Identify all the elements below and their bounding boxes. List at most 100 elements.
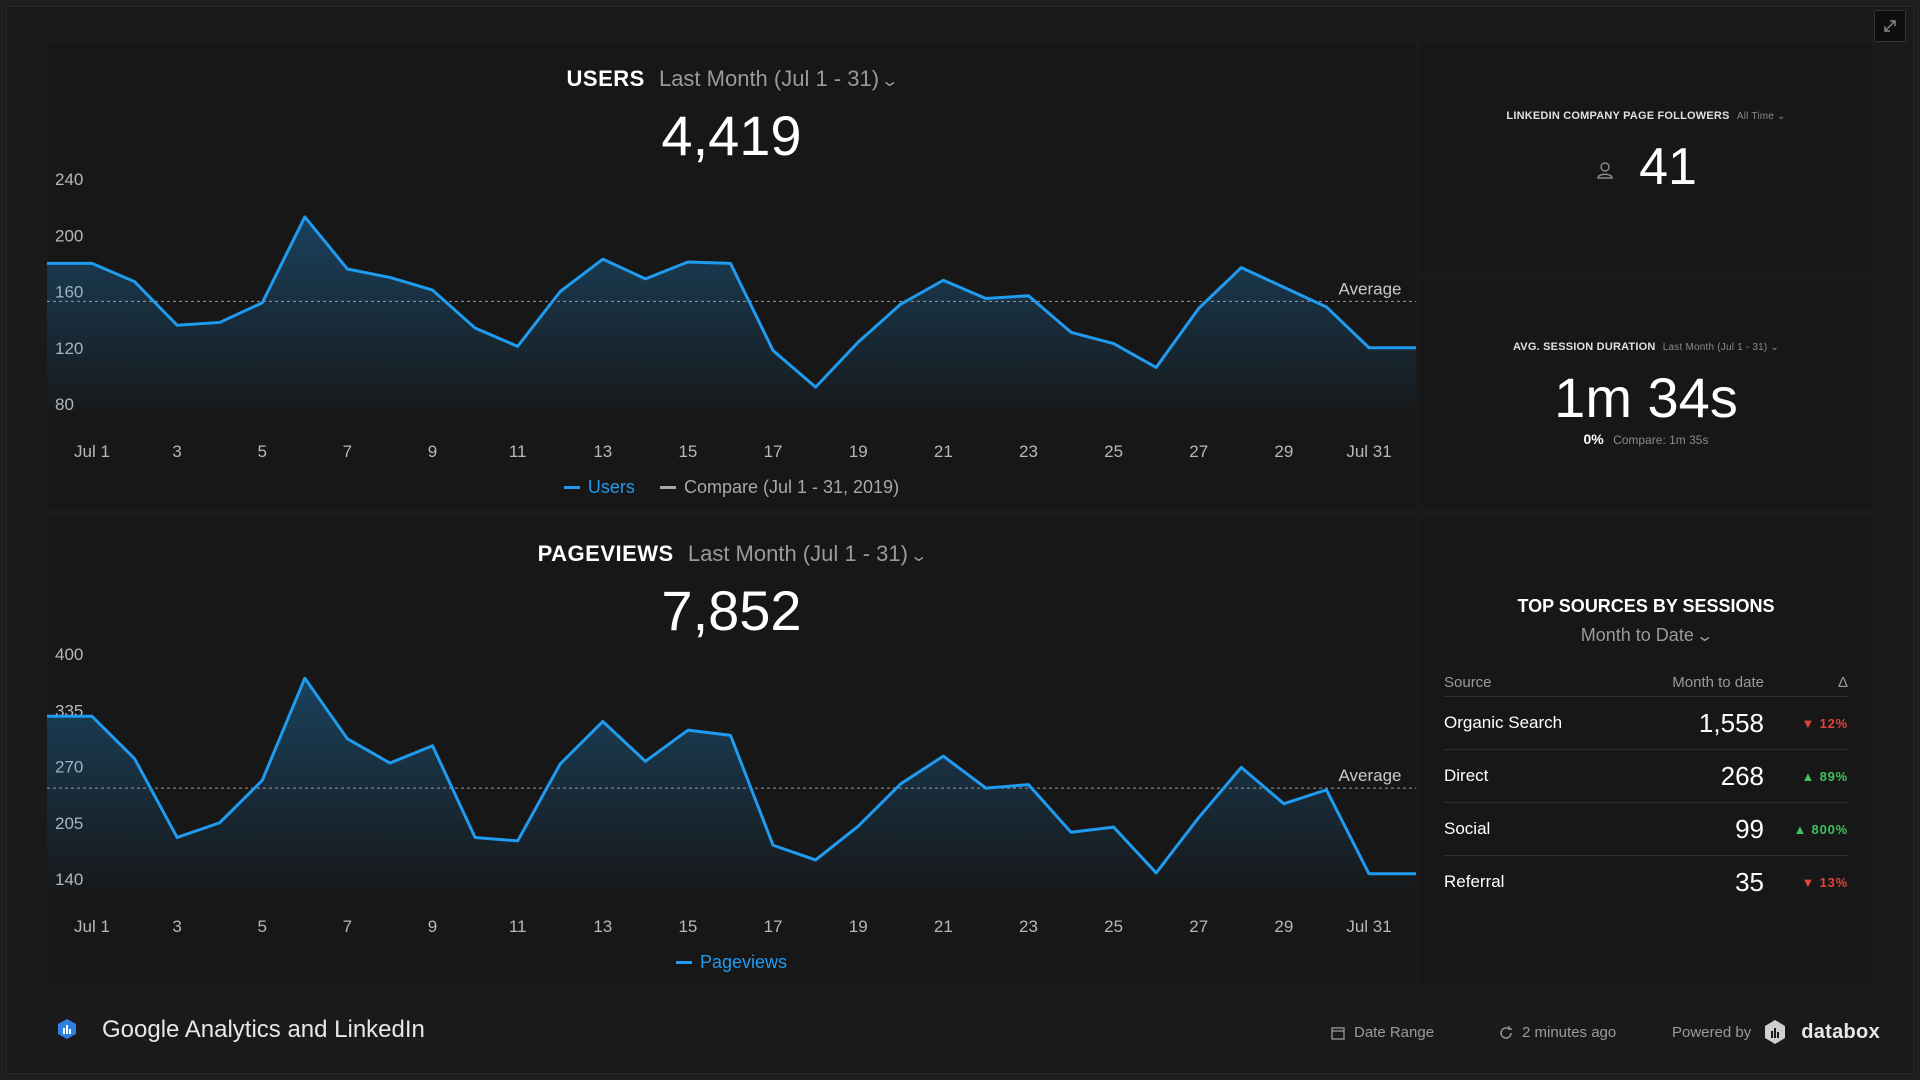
data-point[interactable] bbox=[301, 213, 309, 221]
session-range-dropdown[interactable]: Last Month (Jul 1 - 31) ⌄ bbox=[1662, 342, 1779, 353]
data-point[interactable] bbox=[1152, 869, 1160, 877]
users-range-dropdown[interactable]: Last Month (Jul 1 - 31)⌄ bbox=[658, 66, 899, 91]
data-point[interactable] bbox=[684, 726, 692, 734]
x-tick-label: 11 bbox=[509, 442, 527, 461]
data-point[interactable] bbox=[1110, 340, 1118, 348]
data-point[interactable] bbox=[599, 718, 607, 726]
data-point[interactable] bbox=[258, 776, 266, 784]
legend-item-pageviews[interactable]: Pageviews bbox=[675, 952, 787, 973]
data-point[interactable] bbox=[939, 276, 947, 284]
session-title: AVG. SESSION DURATION bbox=[1512, 341, 1656, 353]
data-point[interactable] bbox=[131, 278, 139, 286]
legend-item-users[interactable]: Users bbox=[563, 477, 635, 498]
data-point[interactable] bbox=[88, 712, 96, 720]
linkedin-range-dropdown[interactable]: All Time ⌄ bbox=[1736, 111, 1786, 122]
data-point[interactable] bbox=[854, 338, 862, 346]
x-tick-label: 19 bbox=[849, 442, 868, 461]
data-point[interactable] bbox=[727, 259, 735, 267]
session-header: AVG. SESSION DURATION Last Month (Jul 1 … bbox=[1420, 341, 1872, 353]
data-point[interactable] bbox=[216, 819, 224, 827]
refresh-status[interactable]: 2 minutes ago bbox=[1498, 1024, 1616, 1041]
data-point[interactable] bbox=[216, 318, 224, 326]
pageviews-range-dropdown[interactable]: Last Month (Jul 1 - 31)⌄ bbox=[688, 541, 928, 566]
data-point[interactable] bbox=[88, 259, 96, 267]
data-point[interactable] bbox=[599, 255, 607, 263]
y-tick-label: 400 bbox=[55, 645, 83, 664]
data-point[interactable] bbox=[429, 742, 437, 750]
data-point[interactable] bbox=[301, 674, 309, 682]
pageviews-legend: Pageviews bbox=[47, 948, 1416, 973]
average-label: Average bbox=[1338, 279, 1401, 298]
data-point[interactable] bbox=[812, 383, 820, 391]
data-point[interactable] bbox=[514, 837, 522, 845]
data-point[interactable] bbox=[1024, 781, 1032, 789]
data-point[interactable] bbox=[386, 759, 394, 767]
date-range-button[interactable]: Date Range bbox=[1330, 1024, 1434, 1041]
x-tick-label: 29 bbox=[1274, 917, 1293, 936]
data-point[interactable] bbox=[1322, 786, 1330, 794]
x-tick-label: 15 bbox=[678, 442, 697, 461]
top-sources-widget[interactable]: TOP SOURCES BY SESSIONS Month to Date⌄ S… bbox=[1420, 518, 1872, 983]
data-point[interactable] bbox=[386, 273, 394, 281]
data-point[interactable] bbox=[556, 760, 564, 768]
legend-item-compare[interactable]: Compare (Jul 1 - 31, 2019) bbox=[659, 477, 899, 498]
data-point[interactable] bbox=[727, 731, 735, 739]
data-point[interactable] bbox=[812, 856, 820, 864]
data-point[interactable] bbox=[769, 841, 777, 849]
x-tick-label: 7 bbox=[343, 917, 352, 936]
data-point[interactable] bbox=[131, 755, 139, 763]
data-point[interactable] bbox=[897, 300, 905, 308]
users-widget[interactable]: USERS Last Month (Jul 1 - 31)⌄ 4,419 240… bbox=[47, 43, 1416, 508]
data-point[interactable] bbox=[173, 833, 181, 841]
powered-by[interactable]: Powered by databox bbox=[1672, 1019, 1880, 1045]
data-point[interactable] bbox=[1024, 292, 1032, 300]
data-point[interactable] bbox=[641, 275, 649, 283]
session-value: 1m 34s bbox=[1554, 366, 1738, 429]
data-point[interactable] bbox=[684, 258, 692, 266]
data-point[interactable] bbox=[854, 822, 862, 830]
data-point[interactable] bbox=[1152, 363, 1160, 371]
row-value: 35 bbox=[1735, 866, 1764, 897]
data-point[interactable] bbox=[769, 347, 777, 355]
sources-range-dropdown[interactable]: Month to Date⌄ bbox=[1420, 625, 1872, 646]
powered-by-label: Powered by bbox=[1672, 1023, 1752, 1041]
data-point[interactable] bbox=[1365, 870, 1373, 878]
data-point[interactable] bbox=[343, 735, 351, 743]
data-point[interactable] bbox=[173, 321, 181, 329]
x-tick-label: 27 bbox=[1189, 442, 1208, 461]
table-row: Social 99 ▲ 800% bbox=[1444, 803, 1848, 856]
data-point[interactable] bbox=[1237, 763, 1245, 771]
data-point[interactable] bbox=[429, 286, 437, 294]
data-point[interactable] bbox=[1280, 283, 1288, 291]
x-tick-label: Jul 31 bbox=[1346, 442, 1391, 461]
data-point[interactable] bbox=[471, 833, 479, 841]
data-point[interactable] bbox=[1195, 814, 1203, 822]
data-point[interactable] bbox=[556, 288, 564, 296]
users-chart: 24020016012080AverageJul 135791113151719… bbox=[47, 170, 1416, 461]
data-point[interactable] bbox=[343, 265, 351, 273]
avg-session-widget[interactable]: AVG. SESSION DURATION Last Month (Jul 1 … bbox=[1420, 281, 1872, 508]
data-point[interactable] bbox=[1110, 823, 1118, 831]
linkedin-followers-widget[interactable]: LINKEDIN COMPANY PAGE FOLLOWERS All Time… bbox=[1420, 43, 1872, 271]
data-point[interactable] bbox=[1067, 328, 1075, 336]
data-point[interactable] bbox=[471, 324, 479, 332]
data-point[interactable] bbox=[258, 299, 266, 307]
data-point[interactable] bbox=[1067, 828, 1075, 836]
fullscreen-button[interactable] bbox=[1874, 10, 1906, 42]
x-tick-label: 13 bbox=[593, 442, 612, 461]
pageviews-widget[interactable]: PAGEVIEWS Last Month (Jul 1 - 31)⌄ 7,852… bbox=[47, 518, 1416, 983]
data-point[interactable] bbox=[1195, 304, 1203, 312]
data-point[interactable] bbox=[982, 295, 990, 303]
data-point[interactable] bbox=[897, 780, 905, 788]
data-point[interactable] bbox=[1237, 264, 1245, 272]
data-point[interactable] bbox=[939, 752, 947, 760]
data-point[interactable] bbox=[641, 757, 649, 765]
users-range-label: Last Month (Jul 1 - 31) bbox=[658, 66, 880, 91]
data-point[interactable] bbox=[1365, 344, 1373, 352]
series-line bbox=[47, 676, 1416, 876]
data-point[interactable] bbox=[982, 784, 990, 792]
data-point[interactable] bbox=[514, 342, 522, 350]
data-point[interactable] bbox=[1280, 800, 1288, 808]
data-point[interactable] bbox=[1322, 303, 1330, 311]
x-tick-label: 15 bbox=[678, 917, 697, 936]
